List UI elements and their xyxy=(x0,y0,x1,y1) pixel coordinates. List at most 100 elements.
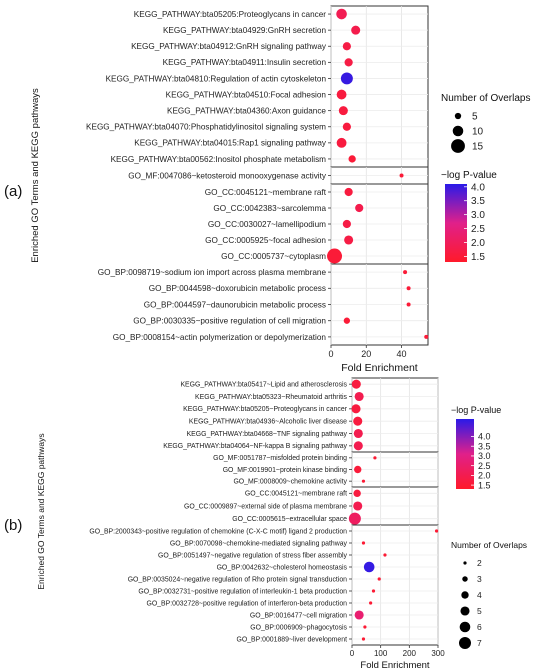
color-legend-bar xyxy=(445,184,467,262)
size-legend-label: 6 xyxy=(477,622,482,632)
y-tick-label: GO_BP:0098719~sodium ion import across p… xyxy=(98,268,327,277)
x-tick-label: 0 xyxy=(328,349,333,359)
color-legend-tick-label: 2.0 xyxy=(478,471,491,481)
x-tick-label: 40 xyxy=(397,349,407,359)
y-tick-label: KEGG_PATHWAY:bta04070:Phosphatidylinosit… xyxy=(86,123,326,132)
data-point xyxy=(353,489,361,498)
data-point xyxy=(348,512,361,525)
panel-label-b: (b) xyxy=(4,517,22,534)
size-legend-label: 5 xyxy=(472,112,478,123)
data-point xyxy=(344,235,354,245)
data-point xyxy=(424,334,429,339)
y-tick-label: GO_BP:0032731~positive regulation of int… xyxy=(138,588,347,595)
data-point xyxy=(340,72,353,85)
data-point xyxy=(403,270,408,275)
y-tick-label: GO_BP:2000343~positive regulation of che… xyxy=(89,528,347,535)
data-point xyxy=(369,601,373,605)
y-tick-label: GO_CC:0042383~sarcolemma xyxy=(213,204,326,213)
y-tick-label: GO_BP:0044597~daunorubicin metabolic pro… xyxy=(144,300,326,309)
data-point xyxy=(371,589,376,593)
data-point xyxy=(363,561,375,573)
data-point xyxy=(336,137,347,148)
color-legend-tick-label: 1.5 xyxy=(471,252,485,263)
y-tick-label: GO_CC:0030027~lamellipodium xyxy=(208,220,326,229)
x-tick-label: 200 xyxy=(403,649,417,658)
x-axis-label: Fold Enrichment xyxy=(360,660,430,671)
y-tick-label: GO_BP:0035024~negative regulation of Rho… xyxy=(128,576,347,583)
x-tick-label: 100 xyxy=(374,649,388,658)
facet-panel xyxy=(351,524,439,646)
y-tick-label: GO_BP:0008154~actin polymerization or de… xyxy=(113,333,327,342)
color-legend-title: −log P-value xyxy=(441,170,497,181)
color-legend-tick-label: 3.0 xyxy=(478,451,491,461)
chart-b: KEGG_PATHWAY:bta05417~Lipid and atherosc… xyxy=(36,377,527,671)
size-legend-key xyxy=(454,112,462,120)
x-axis-label: Fold Enrichment xyxy=(341,362,418,374)
data-point xyxy=(363,625,367,629)
color-legend-tick-label: 2.5 xyxy=(471,224,485,235)
data-point xyxy=(361,637,366,641)
data-point xyxy=(377,577,381,581)
y-tick-label: GO_BP:0044598~doxorubicin metabolic proc… xyxy=(149,284,326,293)
size-legend-key xyxy=(461,591,469,599)
y-tick-label: KEGG_PATHWAY:bta04929:GnRH secretion xyxy=(163,26,327,35)
y-tick-label: GO_CC:0005615~extracellular space xyxy=(232,516,347,523)
size-legend-key xyxy=(459,637,471,649)
y-tick-label: GO_BP:0016477~cell migration xyxy=(250,612,347,619)
data-point xyxy=(348,155,356,163)
size-legend-key xyxy=(459,621,471,633)
size-legend-label: 7 xyxy=(477,638,482,648)
y-tick-label: GO_BP:0042632~cholesterol homeostasis xyxy=(217,564,348,571)
y-tick-label: KEGG_PATHWAY:bta04810:Regulation of acti… xyxy=(106,74,327,83)
size-legend-key xyxy=(463,561,467,565)
data-point xyxy=(342,122,351,131)
data-point xyxy=(343,317,351,324)
y-tick-label: KEGG_PATHWAY:bta04510:Focal adhesion xyxy=(166,90,327,99)
size-legend-label: 4 xyxy=(477,590,482,600)
size-legend-key xyxy=(451,139,465,153)
size-legend-label: 3 xyxy=(477,574,482,584)
data-point xyxy=(338,106,348,116)
y-tick-label: GO_MF:0051787~misfolded protein binding xyxy=(213,455,347,462)
y-tick-label: GO_BP:0006909~phagocytosis xyxy=(250,624,347,631)
data-point xyxy=(353,416,363,426)
y-tick-label: KEGG_PATHWAY:bta05417~Lipid and atherosc… xyxy=(180,382,347,389)
data-point xyxy=(383,553,387,557)
size-legend-label: 15 xyxy=(472,142,484,153)
data-point xyxy=(344,58,353,67)
data-point xyxy=(361,541,366,545)
color-legend-tick-label: 3.5 xyxy=(471,196,485,207)
data-point xyxy=(373,456,377,460)
y-tick-label: GO_BP:0001889~liver development xyxy=(236,636,347,643)
y-tick-label: KEGG_PATHWAY:bta04015:Rap1 signaling pat… xyxy=(134,139,327,148)
data-point xyxy=(344,187,353,197)
y-tick-label: GO_CC:0045121~membrane raft xyxy=(205,188,327,197)
panel-label-a: (a) xyxy=(4,183,22,200)
y-tick-label: KEGG_PATHWAY:bta04912:GnRH signaling pat… xyxy=(131,42,327,51)
y-tick-label: GO_MF:0019901~protein kinase binding xyxy=(223,467,347,474)
y-tick-label: GO_CC:0005925~focal adhesion xyxy=(205,236,326,245)
facet-panel xyxy=(330,5,429,168)
size-legend-key xyxy=(462,576,468,582)
y-tick-label: KEGG_PATHWAY:bta04936~Alcoholic liver di… xyxy=(189,419,347,426)
y-tick-label: GO_BP:0070098~chemokine-mediated signali… xyxy=(170,540,348,547)
data-point xyxy=(336,89,347,100)
size-legend-label: 5 xyxy=(477,606,482,616)
data-point xyxy=(342,219,351,229)
data-point xyxy=(355,203,364,213)
data-point xyxy=(361,479,366,483)
data-point xyxy=(353,428,363,439)
y-tick-label: GO_BP:0030335~positive regulation of cel… xyxy=(133,317,326,326)
y-tick-label: GO_MF:0047086~ketosteroid monooxygenase … xyxy=(128,171,327,180)
data-point xyxy=(399,173,404,178)
y-tick-label: KEGG_PATHWAY:bta05205~Proteoglycans in c… xyxy=(183,406,348,413)
color-legend-tick-label: 2.0 xyxy=(471,238,485,249)
color-legend-tick-label: 3.5 xyxy=(478,441,491,451)
x-tick-label: 0 xyxy=(350,649,355,658)
size-legend-label: 2 xyxy=(477,558,482,568)
data-point xyxy=(406,302,411,307)
data-point xyxy=(354,391,364,402)
y-tick-label: KEGG_PATHWAY:bta05205:Proteoglycans in c… xyxy=(134,10,326,19)
size-legend-label: 10 xyxy=(472,127,484,138)
